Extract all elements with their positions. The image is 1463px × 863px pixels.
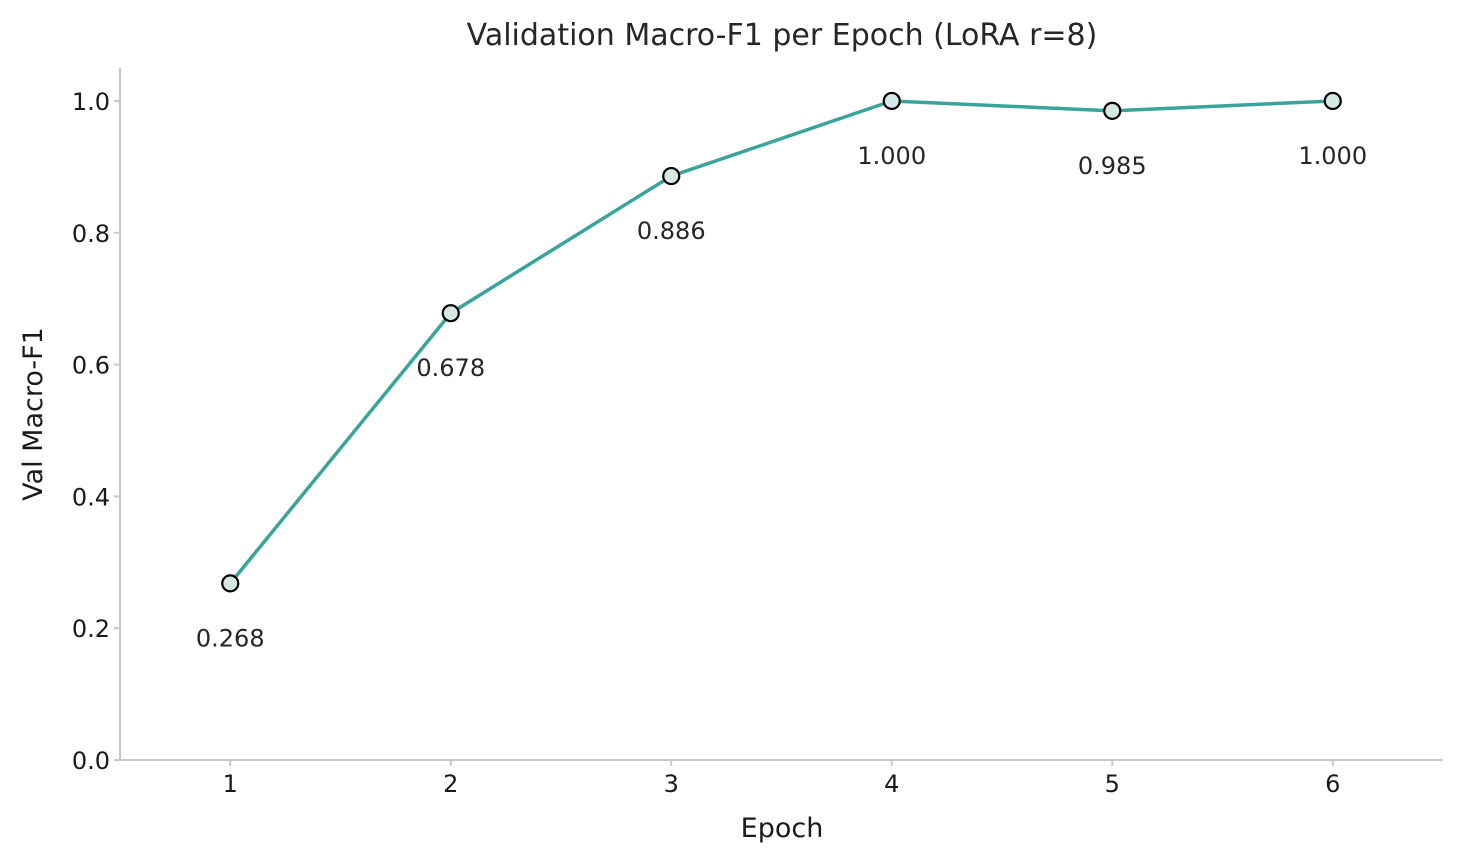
- data-label: 1.000: [1298, 142, 1367, 170]
- y-tick-label: 0.4: [72, 483, 110, 511]
- data-point: [1323, 91, 1342, 111]
- data-label: 0.886: [637, 217, 706, 245]
- data-point: [441, 304, 460, 323]
- x-tick-label: 3: [664, 770, 679, 798]
- chart-title: Validation Macro-F1 per Epoch (LoRA r=8): [467, 18, 1098, 53]
- y-tick-label: 0.2: [72, 615, 110, 643]
- data-label: 0.268: [196, 624, 265, 652]
- x-tick-label: 5: [1105, 770, 1120, 798]
- data-label: 1.000: [857, 142, 926, 170]
- data-label: 0.985: [1078, 152, 1147, 180]
- data-point: [221, 574, 240, 593]
- x-axis-label: Epoch: [741, 813, 824, 844]
- y-tick-label: 0.0: [72, 747, 110, 775]
- y-tick-label: 1.0: [72, 88, 110, 116]
- data-point: [882, 91, 901, 111]
- y-axis-label: Val Macro-F1: [18, 327, 49, 501]
- series-line: [228, 99, 1335, 586]
- x-tick-label: 6: [1325, 770, 1340, 798]
- x-tick-label: 1: [223, 770, 238, 798]
- x-tick-label: 4: [884, 770, 899, 798]
- y-tick-label: 0.8: [72, 220, 110, 248]
- data-point: [662, 166, 681, 186]
- series-group: 0.268 0.678 0.886 1.000 0.985 1.000: [196, 91, 1367, 652]
- data-point: [1103, 101, 1122, 120]
- y-tick-label: 0.6: [72, 352, 110, 380]
- x-tick-label: 2: [443, 770, 458, 798]
- data-label: 0.678: [416, 354, 485, 382]
- ticks-group: 0.0 0.2 0.4 0.6 0.8 1.0 1 2 3 4 5 6: [72, 88, 1341, 798]
